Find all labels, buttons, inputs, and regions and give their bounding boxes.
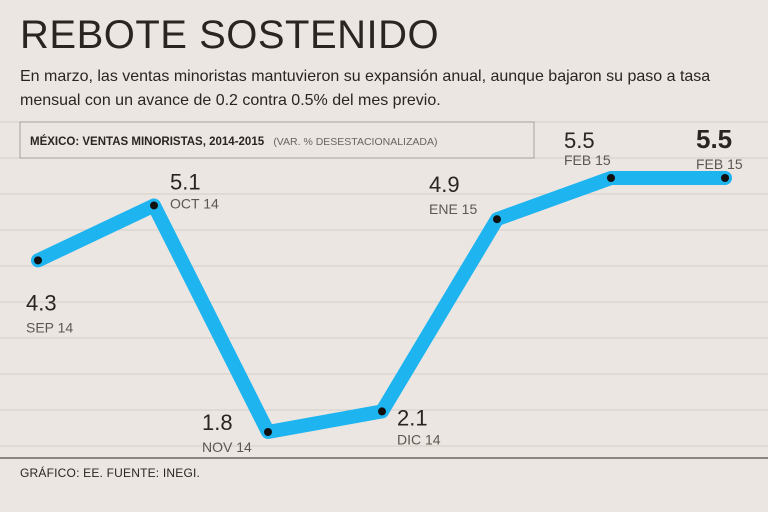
value-label: 5.5 [696, 124, 732, 154]
data-point [721, 174, 729, 182]
value-label: 2.1 [397, 405, 428, 430]
category-label: NOV 14 [202, 439, 252, 455]
data-point [378, 407, 386, 416]
chart-title-unit: (VAR. % DESESTACIONALIZADA) [273, 136, 437, 148]
data-point [34, 256, 42, 265]
value-label: 4.3 [26, 290, 57, 315]
value-label: 4.9 [429, 172, 460, 197]
data-point [607, 174, 615, 182]
data-point [264, 428, 272, 436]
category-label: FEB 15 [564, 152, 611, 168]
series-line-layer [31, 171, 732, 439]
data-point [493, 215, 501, 224]
chart-title-main: MÉXICO: VENTAS MINORISTAS, 2014-2015 [30, 135, 265, 148]
value-label: 5.1 [170, 169, 201, 194]
chart-title-box: MÉXICO: VENTAS MINORISTAS, 2014-2015 (VA… [19, 121, 535, 159]
value-label: 5.5 [564, 128, 595, 153]
series-line [31, 171, 732, 439]
source-footer: GRÁFICO: EE. FUENTE: INEGI. [20, 466, 201, 480]
chart-title: MÉXICO: VENTAS MINORISTAS, 2014-2015 (VA… [30, 135, 437, 148]
subtitle: En marzo, las ventas minoristas mantuvie… [20, 68, 711, 109]
headline: REBOTE SOSTENIDO [20, 13, 440, 57]
value-label: 1.8 [202, 410, 233, 435]
category-label: SEP 14 [26, 319, 73, 335]
data-point-layer [34, 174, 729, 436]
category-label: ENE 15 [429, 201, 477, 217]
category-label: FEB 15 [696, 156, 743, 172]
category-label: OCT 14 [170, 195, 219, 211]
grid-lines [0, 121, 768, 459]
chart-title-frame [19, 121, 535, 159]
category-label: DIC 14 [397, 431, 441, 447]
data-point [150, 201, 158, 210]
